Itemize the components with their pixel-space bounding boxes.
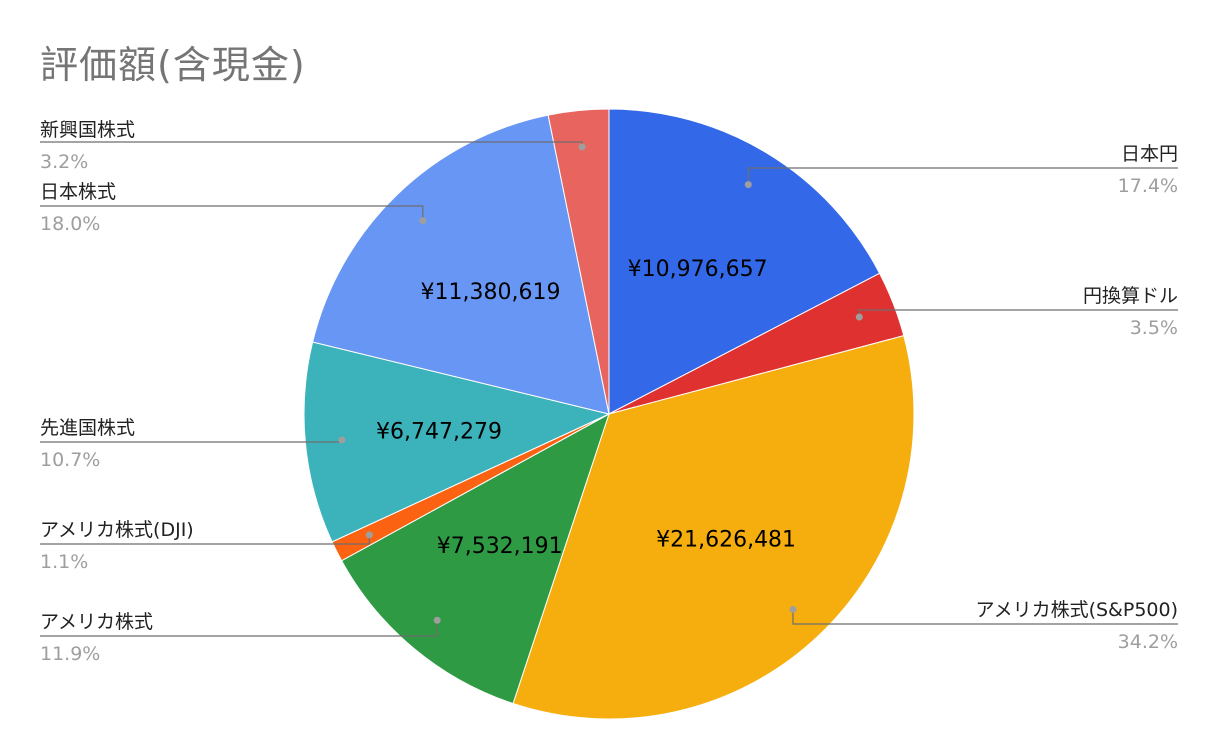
callout-dot: [365, 531, 373, 539]
pie-slice[interactable]: [608, 108, 881, 415]
callout: 日本円 17.4%: [744, 143, 1178, 197]
pie-slice[interactable]: [512, 335, 915, 720]
callout-dot: [338, 436, 346, 444]
callout-dot: [855, 313, 863, 321]
category-label: 先進国株式: [40, 417, 135, 439]
slice-value-label: ¥10,976,657: [628, 257, 768, 282]
slice-value-label: ¥6,747,279: [376, 420, 502, 445]
percent-label: 3.5%: [1130, 317, 1178, 339]
pie-slice[interactable]: [303, 341, 611, 543]
callout-dot: [578, 143, 586, 151]
category-label: アメリカ株式(S&P500): [976, 599, 1178, 621]
slice-value-label: ¥11,380,619: [421, 280, 561, 305]
category-label: 日本株式: [40, 181, 116, 203]
percent-label: 3.2%: [40, 151, 88, 173]
callout-line: [40, 205, 424, 221]
percent-label: 17.4%: [1118, 175, 1178, 197]
callout-line: [40, 620, 438, 637]
callout-line: [40, 440, 343, 443]
callout: アメリカ株式(S&P500) 34.2%: [789, 599, 1178, 653]
category-label: 円換算ドル: [1083, 285, 1178, 307]
slice-value-label: ¥21,626,481: [656, 527, 796, 552]
category-label: 日本円: [1121, 143, 1178, 165]
percent-label: 10.7%: [40, 449, 100, 471]
callout: 日本株式 18.0%: [40, 181, 427, 235]
pie-slice[interactable]: [340, 412, 610, 705]
callout: アメリカ株式(DJI) 1.1%: [40, 519, 373, 573]
callout-dot: [789, 605, 797, 613]
callout: アメリカ株式 11.9%: [40, 611, 441, 665]
callout-line: [792, 609, 1178, 625]
percent-label: 1.1%: [40, 551, 88, 573]
category-label: アメリカ株式(DJI): [40, 519, 194, 541]
pie-slice[interactable]: [312, 114, 610, 415]
pie-slice[interactable]: [547, 108, 610, 415]
callout-dot: [744, 181, 752, 189]
category-label: アメリカ株式: [40, 611, 153, 633]
percent-label: 11.9%: [40, 643, 100, 665]
callout: 円換算ドル 3.5%: [855, 285, 1178, 339]
callout-line: [747, 167, 1178, 185]
callout-line: [858, 309, 1178, 318]
callout: 先進国株式 10.7%: [40, 417, 346, 471]
chart-title: 評価額(含現金): [40, 43, 306, 87]
category-label: 新興国株式: [40, 119, 135, 141]
callout-dot: [419, 217, 427, 225]
percent-label: 34.2%: [1118, 631, 1178, 653]
percent-label: 18.0%: [40, 213, 100, 235]
slice-value-label: ¥7,532,191: [437, 534, 563, 559]
callout: 新興国株式 3.2%: [40, 119, 586, 173]
callout-dot: [433, 616, 441, 624]
